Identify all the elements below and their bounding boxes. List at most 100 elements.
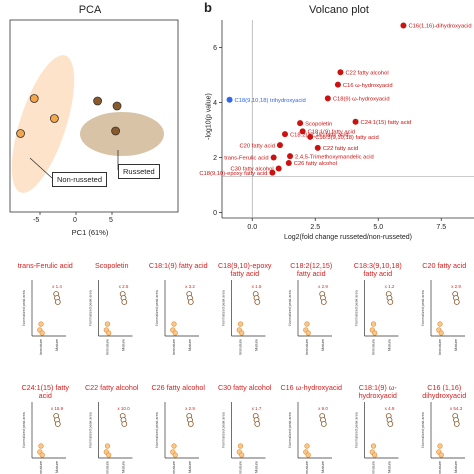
volcano-point (400, 22, 407, 29)
compound-panel-category-label: Mature (321, 339, 325, 351)
compound-panel-ylabel: Normalized peak area (355, 412, 359, 447)
compound-panel-ylabel: Normalized peak area (288, 290, 292, 325)
fold-change-label: x 2.9 (318, 284, 328, 289)
mature-point (187, 299, 194, 305)
volcano-point-label: trans-Ferulic acid (224, 156, 268, 162)
compound-panel-category-label: Mature (188, 461, 192, 473)
immature-point (171, 321, 177, 327)
volcano-ytick-label: 0 (213, 210, 217, 217)
volcano-ylabel-text: -log10(p value) (205, 93, 213, 140)
russeted-point (112, 101, 122, 111)
volcano-title: Volcano plot (309, 4, 369, 16)
mature-point (254, 299, 261, 305)
volcano-xlabel: Log2(fold change russeted/non-russeted) (283, 234, 413, 241)
compound-panel-ylabel: Normalized peak area (222, 290, 226, 325)
compound-panel-category-label: Immature (305, 339, 309, 355)
compound-panel-title: C30 fatty alcohol (217, 383, 272, 392)
volcano-panel: b Volcano plot 0.0 2.5 5.0 7.5 0 2 4 6 C16(1,16… (190, 0, 474, 250)
fold-change-label: x 9.0 (318, 406, 328, 411)
compound-panel-title: C20 fatty acid (422, 261, 467, 270)
pca-plot (9, 19, 179, 215)
immature-point (304, 321, 310, 327)
compound-panel-ylabel: Normalized peak area (355, 290, 359, 325)
volcano-xtick-label: 5.0 (373, 224, 383, 231)
compound-panel-category-label: Mature (122, 461, 126, 473)
compound-panel-category-label: Immature (438, 461, 442, 474)
compound-panel-title: C18:1(9) fatty acid (148, 261, 208, 270)
immature-point (38, 443, 44, 449)
compound-panel-ylabel: Normalized peak area (222, 412, 226, 447)
volcano-ytick-label: 2 (213, 155, 217, 162)
immature-point (171, 443, 177, 449)
russeted-point (111, 126, 120, 136)
volcano-point (276, 142, 283, 149)
compound-panel-category-label: Mature (454, 339, 458, 351)
compound-panel-title: C22 fatty alcohol (84, 383, 139, 392)
volcano-xtick-label: 0.0 (247, 224, 257, 231)
mature-point (121, 421, 128, 427)
compound-panels-svg: Normalized peak area Immature Mature x 1.4 N… (22, 280, 465, 474)
pca-title: PCA (78, 4, 102, 16)
compound-panel-ylabel: Normalized peak area (89, 290, 93, 325)
volcano-point (287, 153, 294, 160)
volcano-point (337, 69, 344, 76)
fold-change-label: x 4.9 (385, 406, 395, 411)
compound-panel-title: C18(9,10)-epoxy fatty acid (217, 261, 272, 278)
compound-panel-category-label: Mature (55, 339, 59, 351)
volcano-point-label: C16(1,16)-dihydroxyacid (408, 24, 471, 30)
volcano-point (352, 118, 359, 125)
compound-panel-title: C24:1(15) fatty acid (21, 383, 70, 400)
volcano-point (314, 144, 321, 151)
volcano-point-label: C18(9) ω-hydroxyacid (333, 97, 390, 103)
compound-panel-title: C18:2(12,15) fatty acid (290, 261, 333, 278)
compound-panel-title: C16 (1,16) dihydroxyacid (422, 383, 467, 400)
compound-panel-category-label: Immature (438, 339, 442, 355)
immature-point (39, 330, 45, 336)
compound-panel-category-label: Immature (372, 339, 376, 355)
pca-xlabel: PC1 (61%) (71, 228, 109, 237)
nonrusseted-point (50, 114, 59, 123)
russeted-ellipse (80, 112, 164, 156)
immature-point (104, 321, 111, 327)
volcano-point (299, 128, 306, 135)
mature-point (54, 421, 61, 427)
compound-panel-category-label: Mature (255, 339, 259, 351)
volcano-xtick-label: 7.5 (436, 224, 446, 231)
immature-point (106, 452, 112, 458)
pca-xtick-label: 5 (109, 217, 113, 224)
pca-xtick-label: 0 (73, 217, 77, 224)
immature-point (172, 452, 178, 458)
compound-panel-category-label: Immature (372, 461, 376, 474)
panel-letter-b: b (204, 0, 212, 15)
nonrusseted-point (16, 129, 25, 138)
compound-panel-category-label: Immature (106, 339, 110, 355)
immature-point (305, 330, 311, 336)
compound-panel-title: trans-Ferulic acid (17, 261, 73, 270)
fold-change-label: x 2.9 (185, 406, 195, 411)
mature-point (254, 421, 261, 427)
volcano-ytick-label: 4 (213, 100, 217, 107)
immature-point (437, 443, 443, 449)
volcano-point (285, 160, 292, 166)
volcano-point (334, 81, 341, 88)
mature-point (387, 299, 394, 305)
immature-point (372, 330, 378, 336)
compound-panel-category-label: Immature (39, 339, 43, 355)
mature-point (54, 299, 61, 305)
compound-panel-category-label: Mature (122, 339, 126, 351)
fold-change-label: x 10.0 (117, 406, 130, 411)
mature-point (187, 421, 194, 427)
fold-change-label: x 2.9 (451, 284, 461, 289)
immature-point (38, 321, 44, 327)
immature-point (370, 443, 377, 449)
volcano-ytick-label: 6 (213, 45, 217, 52)
volcano-point (324, 95, 331, 102)
immature-point (39, 452, 45, 458)
volcano-point (270, 154, 277, 161)
pca-frame (9, 19, 179, 213)
immature-point (304, 443, 310, 449)
volcano-point-label: C22 fatty alcohol (345, 70, 388, 76)
immature-point (305, 452, 311, 458)
compound-panel-category-label: Immature (172, 339, 176, 355)
immature-point (237, 443, 244, 449)
